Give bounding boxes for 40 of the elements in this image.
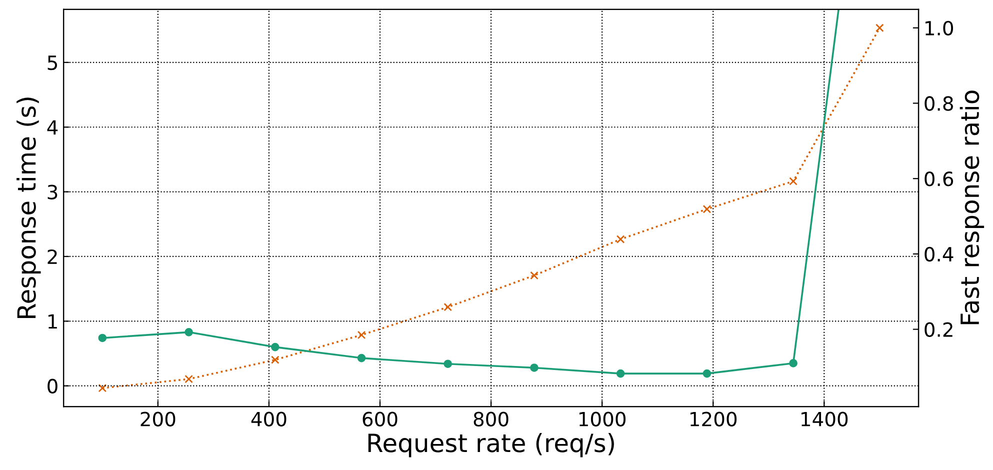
point: [98, 384, 107, 392]
y2-axis-title: Fast response ratio: [960, 90, 984, 324]
point: [184, 374, 193, 384]
y2-tick-label: 0.4: [924, 246, 954, 262]
y-tick-label: 2: [48, 249, 57, 264]
point: [875, 24, 884, 32]
point: [616, 235, 625, 244]
y-tick-label: 3: [48, 184, 58, 200]
y2-tick-label: 0.6: [924, 172, 954, 186]
x-tick-label: 400: [251, 412, 286, 426]
point: [184, 328, 193, 336]
point: [444, 302, 452, 312]
point: [702, 204, 712, 214]
point: [270, 342, 280, 352]
point: [789, 359, 798, 368]
x-axis-title: Request rate (req/s): [368, 433, 614, 458]
x-tick-label: 1200: [690, 412, 737, 426]
y-tick-label: 0: [48, 378, 58, 394]
point: [98, 334, 107, 342]
point: [702, 369, 712, 378]
x-tick-label: 200: [140, 412, 176, 426]
point: [357, 330, 366, 340]
y2-tick-label: 0.2: [924, 322, 952, 337]
y2-tick-label: 1.0: [926, 20, 954, 36]
point: [530, 364, 538, 372]
point: [530, 271, 538, 280]
x-tick-label: 1000: [579, 412, 626, 426]
point: [357, 354, 366, 362]
x-tick-label: 1400: [802, 412, 848, 426]
y-tick-label: 4: [47, 120, 58, 135]
x-tick-label: 600: [362, 412, 398, 426]
y2-tick-label: 0.8: [924, 96, 953, 111]
y-tick-label: 1: [48, 314, 57, 329]
point: [444, 360, 452, 368]
y-axis-title: Response time (s): [16, 98, 41, 318]
y-tick-label: 5: [48, 56, 57, 70]
point: [789, 177, 798, 186]
x-tick-label: 800: [474, 412, 508, 426]
point: [270, 356, 280, 364]
point: [616, 369, 625, 378]
